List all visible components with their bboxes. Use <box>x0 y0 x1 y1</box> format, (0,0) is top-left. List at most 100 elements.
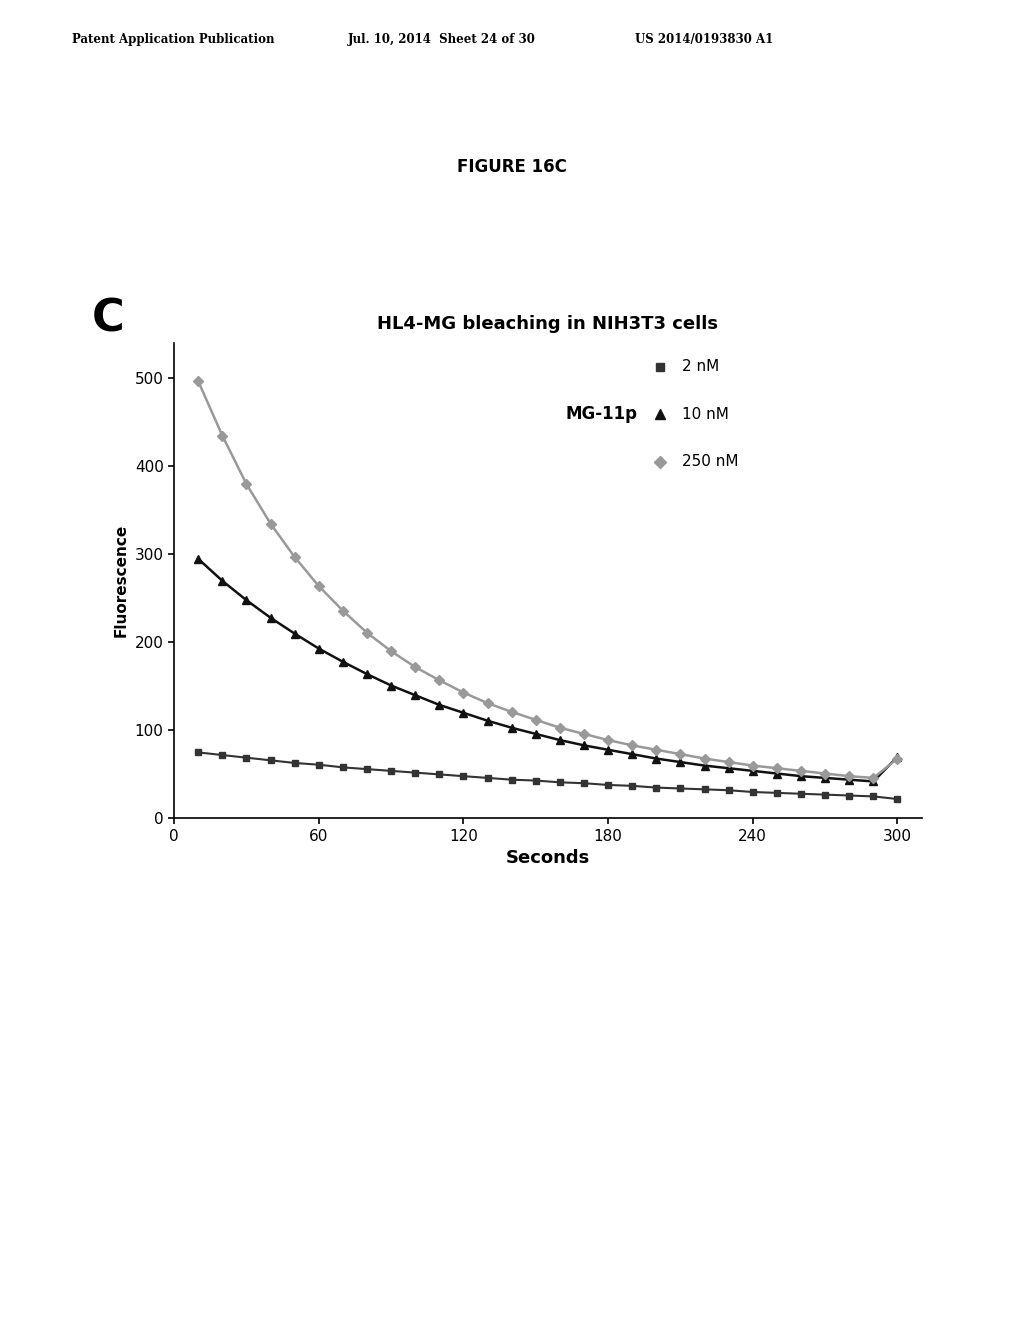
2 nM <box>867 788 880 804</box>
10 nM <box>433 697 445 713</box>
2 nM <box>771 785 783 801</box>
2 nM <box>289 755 301 771</box>
2 nM <box>312 756 325 772</box>
10 nM <box>602 742 614 758</box>
10 nM <box>289 626 301 642</box>
10 nM <box>795 768 807 784</box>
2 nM <box>385 763 397 779</box>
10 nM <box>578 738 590 754</box>
Line: 250 nM: 250 nM <box>195 378 901 781</box>
Text: 10 nM: 10 nM <box>682 407 729 422</box>
250 nM <box>481 696 494 711</box>
2 nM <box>506 772 518 788</box>
Line: 2 nM: 2 nM <box>195 748 901 803</box>
250 nM <box>843 768 855 784</box>
2 nM <box>626 777 638 793</box>
250 nM <box>360 624 373 640</box>
2 nM <box>529 772 542 788</box>
10 nM <box>241 593 253 609</box>
10 nM <box>771 766 783 781</box>
250 nM <box>264 516 276 532</box>
250 nM <box>409 659 421 675</box>
Text: Patent Application Publication: Patent Application Publication <box>72 33 274 46</box>
250 nM <box>746 758 759 774</box>
250 nM <box>337 603 349 619</box>
Y-axis label: Fluorescence: Fluorescence <box>114 524 129 638</box>
Text: C: C <box>92 297 125 341</box>
10 nM <box>723 760 735 776</box>
2 nM <box>458 768 470 784</box>
250 nM <box>385 643 397 659</box>
Text: FIGURE 16C: FIGURE 16C <box>457 158 567 177</box>
250 nM <box>771 760 783 776</box>
250 nM <box>867 770 880 785</box>
2 nM <box>360 762 373 777</box>
250 nM <box>554 719 566 735</box>
Line: 10 nM: 10 nM <box>194 554 902 785</box>
10 nM <box>312 640 325 656</box>
2 nM <box>698 781 711 797</box>
250 nM <box>698 751 711 767</box>
250 nM <box>650 742 663 758</box>
2 nM <box>481 770 494 785</box>
250 nM <box>506 704 518 719</box>
250 nM <box>602 733 614 748</box>
250 nM <box>241 477 253 492</box>
2 nM <box>746 784 759 800</box>
Title: HL4-MG bleaching in NIH3T3 cells: HL4-MG bleaching in NIH3T3 cells <box>377 315 719 334</box>
2 nM <box>193 744 205 760</box>
2 nM <box>554 775 566 791</box>
X-axis label: Seconds: Seconds <box>506 849 590 867</box>
250 nM <box>193 374 205 389</box>
250 nM <box>675 746 687 762</box>
10 nM <box>385 677 397 693</box>
2 nM <box>578 775 590 791</box>
10 nM <box>337 653 349 669</box>
2 nM <box>723 783 735 799</box>
2 nM <box>602 777 614 793</box>
10 nM <box>409 688 421 704</box>
250 nM <box>289 549 301 565</box>
250 nM <box>312 578 325 594</box>
2 nM <box>819 787 831 803</box>
2 nM <box>843 788 855 804</box>
250 nM <box>795 763 807 779</box>
10 nM <box>746 763 759 779</box>
2 nM <box>264 752 276 768</box>
250 nM <box>891 751 903 767</box>
2 nM <box>337 759 349 775</box>
250 nM <box>529 711 542 727</box>
250 nM <box>216 428 228 444</box>
250 nM <box>626 738 638 754</box>
Text: US 2014/0193830 A1: US 2014/0193830 A1 <box>635 33 773 46</box>
10 nM <box>458 705 470 721</box>
2 nM <box>650 780 663 796</box>
Text: Jul. 10, 2014  Sheet 24 of 30: Jul. 10, 2014 Sheet 24 of 30 <box>348 33 536 46</box>
10 nM <box>554 733 566 748</box>
10 nM <box>675 754 687 770</box>
250 nM <box>819 766 831 781</box>
10 nM <box>506 719 518 735</box>
10 nM <box>481 713 494 729</box>
Text: 250 nM: 250 nM <box>682 454 739 470</box>
10 nM <box>650 751 663 767</box>
250 nM <box>433 672 445 688</box>
10 nM <box>360 667 373 682</box>
10 nM <box>216 573 228 589</box>
2 nM <box>675 780 687 796</box>
2 nM <box>241 750 253 766</box>
2 nM <box>216 747 228 763</box>
10 nM <box>529 726 542 742</box>
2 nM <box>795 785 807 801</box>
250 nM <box>723 754 735 770</box>
10 nM <box>867 774 880 789</box>
2 nM <box>891 791 903 807</box>
10 nM <box>891 748 903 764</box>
10 nM <box>698 758 711 774</box>
2 nM <box>433 767 445 783</box>
10 nM <box>843 772 855 788</box>
250 nM <box>458 685 470 701</box>
10 nM <box>264 610 276 626</box>
2 nM <box>409 764 421 780</box>
Text: 2 nM: 2 nM <box>682 359 720 375</box>
